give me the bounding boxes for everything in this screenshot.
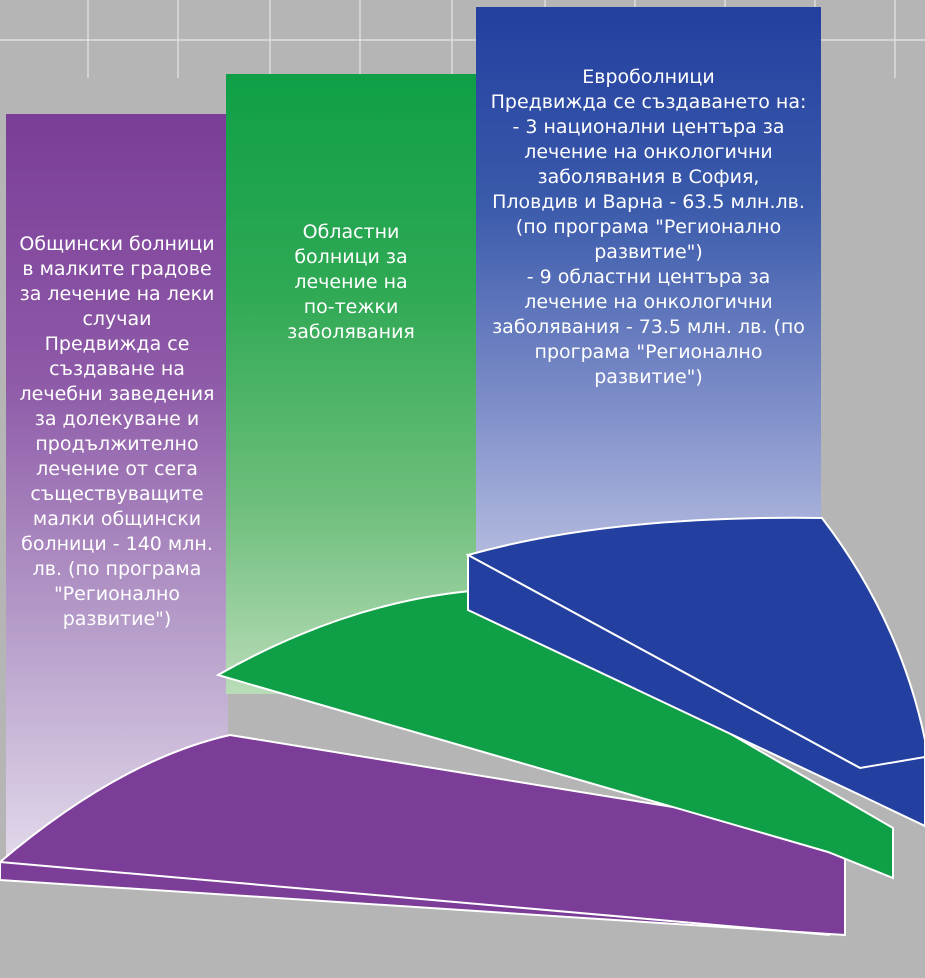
column-euro-line: - 9 областни центъра за	[526, 266, 771, 288]
column-municipal-line: болници - 140 млн.	[21, 533, 213, 555]
column-municipal-line: малки общински	[32, 508, 202, 530]
column-municipal-line: в малките градове	[22, 258, 212, 280]
column-euro-line: заболявания - 73.5 млн. лв. (по	[492, 316, 805, 338]
column-euro-hospitals: Евроболници Предвижда се създаването на: -…	[476, 7, 821, 567]
column-euro-line: развитие")	[594, 241, 703, 263]
column-euro-line: лечение на онкологични	[524, 141, 773, 163]
step-purple	[0, 733, 846, 937]
column-euro-line: - 3 национални центъра за	[512, 116, 785, 138]
column-municipal-line: създаване на	[49, 358, 185, 380]
column-municipal-line: съществуващите	[30, 483, 204, 505]
column-euro-line: заболявания в София,	[537, 166, 760, 188]
column-municipal-line: Предвижда се	[44, 333, 190, 355]
column-regional-line: лечение на	[294, 271, 408, 293]
column-euro-line: развитие")	[594, 366, 703, 388]
column-euro-line: Предвижда се създаването на:	[490, 91, 807, 113]
column-euro-line: Евроболници	[582, 66, 715, 88]
step-blue	[465, 516, 925, 828]
column-euro-line: Пловдив и Варна - 63.5 млн.лв.	[492, 191, 805, 213]
column-municipal-line: за долекуване и	[34, 408, 200, 430]
column-regional-line: болници за	[294, 246, 408, 268]
column-regional-line: Областни	[302, 221, 400, 243]
column-municipal-line: "Регионално	[53, 583, 181, 605]
column-municipal-line: Общински болници	[19, 233, 215, 255]
step-blue-front-face	[467, 553, 925, 828]
column-euro-line: лечение на онкологични	[524, 291, 773, 313]
column-regional-line: заболявания	[287, 321, 415, 343]
column-municipal-line: развитие")	[62, 608, 172, 630]
column-euro-line: програма "Регионално	[534, 341, 763, 363]
column-municipal-line: лв. (по програма	[32, 558, 202, 580]
column-municipal-line: случаи	[82, 308, 152, 330]
column-municipal-line: продължително	[35, 433, 199, 455]
column-municipal-line: лечение от сега	[36, 458, 198, 480]
column-regional-hospitals: Областни болници за лечение на по-тежки забо…	[226, 74, 476, 694]
column-municipal-line: лечебни заведения	[19, 383, 215, 405]
column-euro-line: (по програма "Регионално	[515, 216, 782, 238]
column-regional-line: по-тежки	[303, 296, 399, 318]
step-purple-top-edge	[0, 861, 831, 936]
column-municipal-line: за лечение на леки	[19, 283, 215, 305]
